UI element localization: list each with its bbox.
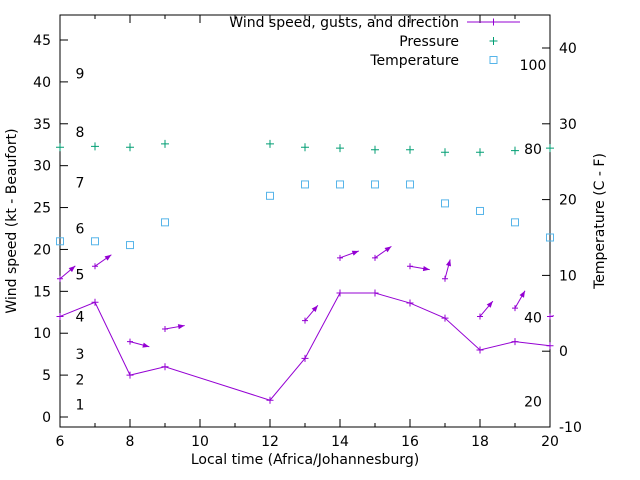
y-left-tick-label: 25 (33, 201, 51, 217)
x-tick-label: 12 (261, 434, 279, 450)
legend-label: Wind speed, gusts, and direction (229, 15, 459, 31)
fahrenheit-label: 40 (524, 311, 542, 327)
x-tick-label: 6 (56, 434, 65, 450)
y-axis-left-label: Wind speed (kt - Beaufort) (4, 128, 20, 313)
gust-arrowhead (142, 342, 150, 348)
x-tick-label: 20 (541, 434, 559, 450)
y-axis-right-label: Temperature (C - F) (592, 153, 608, 290)
plot-border (59, 14, 551, 428)
y-left-tick-label: 0 (42, 410, 51, 426)
wind-speed-line (59, 292, 551, 401)
x-tick-label: 14 (331, 434, 349, 450)
y-left-tick-label: 20 (33, 242, 51, 258)
y-right-tick-label: 0 (559, 344, 568, 360)
y-right-tick-label: 10 (559, 268, 577, 284)
y-left-tick-label: 40 (33, 75, 51, 91)
gust-arrowhead (445, 259, 452, 267)
beaufort-label: 4 (76, 309, 85, 325)
beaufort-label: 9 (76, 67, 85, 83)
gust-arrowhead (68, 265, 76, 273)
y-left-tick-label: 10 (33, 326, 51, 342)
beaufort-label: 8 (76, 125, 85, 141)
x-tick-label: 10 (191, 434, 209, 450)
legend: Wind speed, gusts, and direction Pressure… (229, 15, 520, 69)
y-left-tick-label: 35 (33, 117, 51, 133)
fahrenheit-label: 80 (524, 142, 542, 158)
y-right-tick-label: 20 (559, 193, 577, 209)
x-tick-label: 18 (471, 434, 489, 450)
beaufort-label: 5 (76, 268, 85, 284)
axis-ticks: 6 8 10 12 14 16 18 20051015202530354045-1001020… (33, 15, 582, 450)
beaufort-label: 6 (76, 222, 85, 238)
gust-direction-arrow (549, 315, 554, 317)
beaufort-label: 1 (76, 397, 85, 413)
gust-arrowhead (351, 250, 359, 256)
fahrenheit-label: 100 (520, 58, 547, 74)
y-right-tick-label: -10 (559, 420, 582, 436)
fahrenheit-label: 20 (524, 395, 542, 411)
y-left-tick-label: 15 (33, 284, 51, 300)
x-tick-label: 8 (126, 434, 135, 450)
legend-label: Temperature (369, 53, 459, 69)
gust-arrowhead (177, 324, 185, 330)
gust-arrowhead (422, 265, 430, 272)
y-right-tick-label: 30 (559, 117, 577, 133)
y-left-tick-label: 45 (33, 33, 51, 49)
y-left-tick-label: 30 (33, 159, 51, 175)
gust-arrowhead (563, 312, 570, 317)
y-right-tick-label: 40 (559, 41, 577, 57)
beaufort-label: 3 (76, 347, 85, 363)
gust-arrowhead (384, 246, 392, 253)
gust-arrowhead (104, 254, 112, 261)
legend-label: Pressure (399, 34, 459, 50)
x-axis-label: Local time (Africa/Johannesburg) (191, 452, 419, 468)
gust-arrowhead (311, 305, 318, 312)
gust-arrowhead (519, 290, 525, 298)
x-tick-label: 16 (401, 434, 419, 450)
y-left-tick-label: 5 (42, 368, 51, 384)
beaufort-label: 7 (76, 175, 85, 191)
beaufort-label: 2 (76, 372, 85, 388)
data-series (56, 139, 570, 404)
gust-arrowhead (486, 301, 493, 308)
